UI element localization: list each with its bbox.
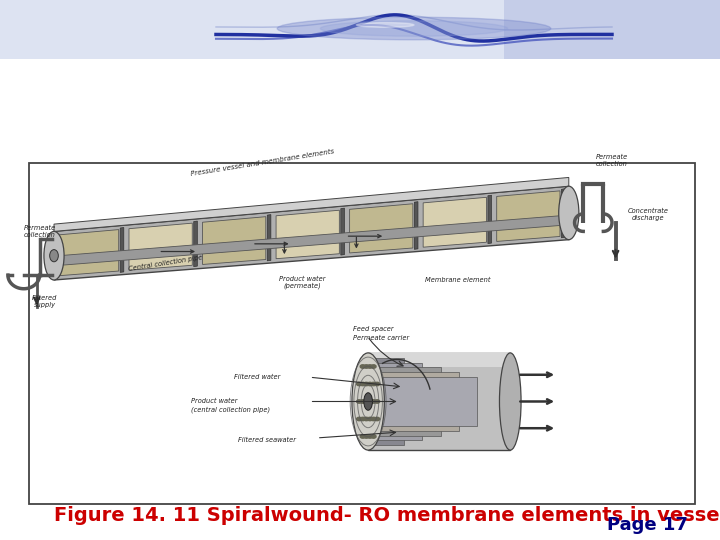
Text: Filtered
supply: Filtered supply	[32, 295, 58, 308]
Circle shape	[360, 382, 365, 386]
Text: Filtered seawater: Filtered seawater	[238, 437, 296, 443]
Bar	[368, 353, 510, 367]
Polygon shape	[120, 227, 124, 272]
Circle shape	[360, 435, 365, 438]
Text: Permeate
collection: Permeate collection	[24, 225, 55, 238]
Circle shape	[356, 417, 361, 421]
Circle shape	[277, 17, 551, 40]
Text: Concentrate
discharge: Concentrate discharge	[628, 208, 668, 221]
Circle shape	[320, 21, 508, 36]
Polygon shape	[55, 230, 119, 276]
Circle shape	[360, 365, 365, 368]
Circle shape	[374, 382, 379, 386]
Polygon shape	[267, 214, 271, 261]
Ellipse shape	[500, 353, 521, 450]
Bar	[504, 0, 720, 59]
Circle shape	[356, 382, 361, 386]
Circle shape	[356, 400, 361, 403]
Polygon shape	[129, 223, 192, 270]
Text: Figure 14. 11 Spiralwound- RO membrane elements in vessels.: Figure 14. 11 Spiralwound- RO membrane e…	[54, 506, 720, 525]
Polygon shape	[415, 202, 418, 249]
Circle shape	[374, 417, 379, 421]
Polygon shape	[194, 221, 197, 267]
Circle shape	[364, 435, 369, 438]
Polygon shape	[202, 217, 266, 265]
Ellipse shape	[364, 393, 372, 410]
Circle shape	[367, 382, 372, 386]
Circle shape	[371, 417, 376, 421]
Bar	[369, 363, 423, 441]
Polygon shape	[497, 191, 560, 241]
Circle shape	[356, 23, 414, 28]
Text: Permeate carrier: Permeate carrier	[353, 335, 409, 341]
Polygon shape	[423, 197, 487, 247]
Text: Feed spacer: Feed spacer	[353, 326, 393, 332]
Circle shape	[371, 365, 376, 368]
Bar	[369, 368, 441, 435]
Circle shape	[367, 417, 372, 421]
Circle shape	[360, 400, 365, 403]
Circle shape	[374, 400, 379, 403]
Text: Permeate
collection: Permeate collection	[596, 154, 628, 167]
Polygon shape	[54, 186, 569, 280]
Text: Page 17: Page 17	[607, 516, 688, 535]
Text: Membrane element: Membrane element	[425, 277, 490, 283]
Circle shape	[367, 400, 372, 403]
Polygon shape	[276, 210, 339, 259]
Circle shape	[367, 435, 372, 438]
Bar	[369, 357, 405, 445]
Polygon shape	[341, 208, 344, 255]
Circle shape	[364, 382, 369, 386]
Circle shape	[364, 417, 369, 421]
Bar	[369, 373, 459, 431]
Circle shape	[371, 400, 376, 403]
Text: Filtered water: Filtered water	[234, 374, 280, 380]
Ellipse shape	[559, 186, 579, 240]
Text: Product water: Product water	[191, 399, 238, 404]
Polygon shape	[350, 204, 413, 253]
Circle shape	[364, 365, 369, 368]
Text: (central collection pipe): (central collection pipe)	[191, 407, 270, 413]
Circle shape	[367, 365, 372, 368]
Text: Pressure vessel and membrane elements: Pressure vessel and membrane elements	[191, 148, 335, 177]
Bar	[29, 163, 695, 503]
Bar	[368, 353, 510, 450]
Polygon shape	[562, 189, 565, 238]
Circle shape	[364, 400, 369, 403]
Circle shape	[371, 435, 376, 438]
Polygon shape	[47, 214, 576, 266]
Ellipse shape	[44, 231, 64, 280]
Polygon shape	[54, 178, 569, 231]
Bar	[369, 377, 477, 426]
Circle shape	[371, 382, 376, 386]
Ellipse shape	[352, 353, 384, 450]
Text: Product water
(permeate): Product water (permeate)	[279, 275, 325, 289]
Circle shape	[360, 417, 365, 421]
Polygon shape	[488, 195, 492, 244]
Text: Central collection pipe: Central collection pipe	[128, 254, 203, 272]
Ellipse shape	[50, 249, 58, 262]
